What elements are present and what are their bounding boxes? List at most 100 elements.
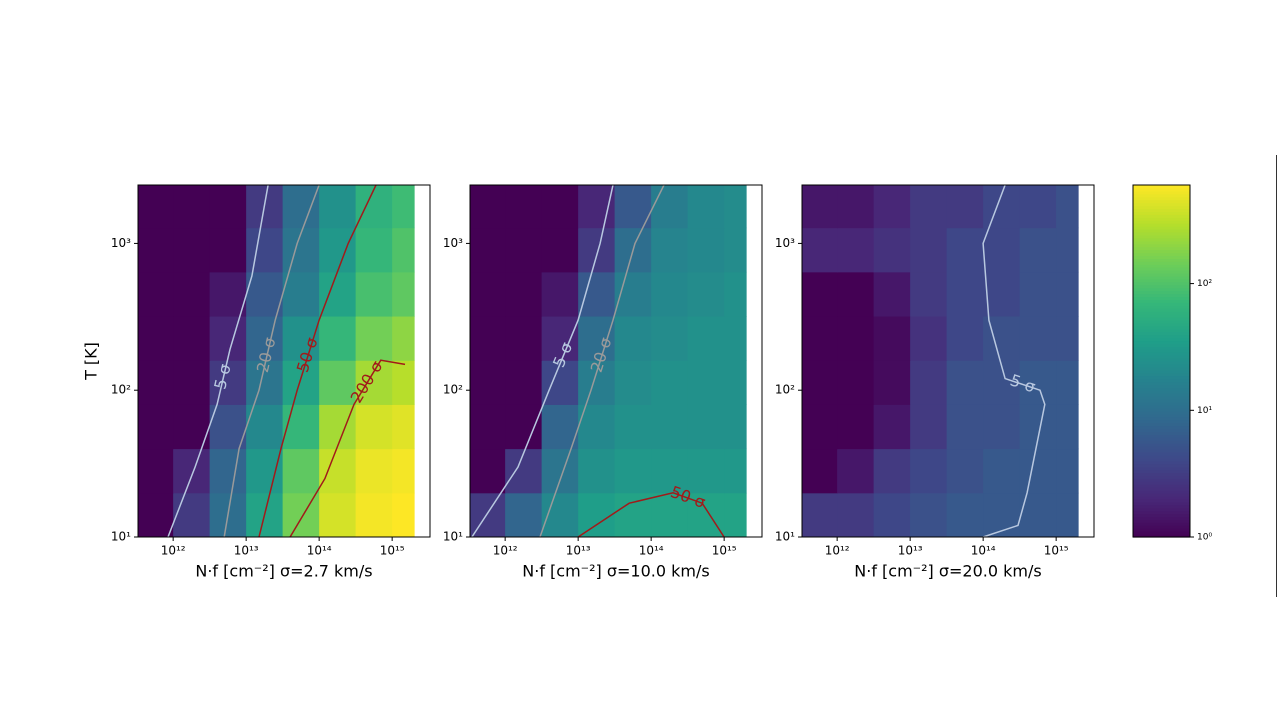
heatmap-cell [802, 227, 838, 273]
colorbar-segment [1133, 302, 1190, 306]
heatmap-cell [246, 316, 284, 361]
heatmap-cell [541, 271, 579, 317]
colorbar-segment [1133, 275, 1190, 280]
heatmap-cell [1019, 360, 1057, 405]
heatmap-cell [138, 185, 174, 229]
heatmap-cell [541, 316, 579, 361]
heatmap-cell [687, 185, 725, 229]
x-tick-label: 10¹² [161, 544, 186, 558]
heatmap-cell [614, 404, 652, 450]
contour-line [982, 185, 1046, 537]
colorbar-segment [1133, 284, 1190, 289]
heatmap-cell [651, 185, 689, 229]
y-tick-label: 10³ [443, 236, 463, 250]
colorbar-segment [1133, 522, 1190, 526]
heatmap-cell [651, 404, 689, 450]
heatmap-cell [614, 448, 652, 494]
colorbar-segment [1133, 234, 1190, 239]
colorbar-segment [1133, 287, 1190, 292]
colorbar-segment [1133, 449, 1190, 453]
y-tick-label: 10² [111, 383, 131, 397]
heatmap-cell [355, 185, 393, 229]
colorbar-segment [1133, 490, 1190, 494]
colorbar-segment [1133, 366, 1190, 371]
colorbar-segment [1133, 481, 1190, 485]
y-tick-label: 10¹ [443, 530, 463, 544]
heatmap-cell [173, 448, 211, 494]
heatmap-cell [873, 492, 911, 537]
heatmap-cell [355, 360, 393, 405]
heatmap-cell [651, 492, 689, 537]
colorbar-segment [1133, 431, 1190, 435]
colorbar-segment [1133, 319, 1190, 324]
colorbar-segment [1133, 437, 1190, 441]
heatmap-cell [983, 271, 1021, 317]
heatmap-cell [802, 316, 838, 361]
colorbar-segment [1133, 337, 1190, 342]
heatmap-cell [910, 492, 948, 537]
heatmap-cell [1056, 492, 1079, 537]
contour-line [258, 185, 377, 537]
heatmap-cell [1056, 316, 1079, 361]
colorbar-segment [1133, 322, 1190, 327]
heatmap-cell [946, 271, 984, 317]
colorbar-segment [1133, 261, 1190, 265]
colorbar-segment [1133, 231, 1190, 236]
heatmap-cell [687, 360, 725, 405]
colorbar-segment [1133, 466, 1190, 471]
colorbar-segment [1133, 249, 1190, 254]
colorbar-segment [1133, 440, 1190, 444]
heatmap-cell [470, 448, 506, 494]
heatmap-cell [724, 316, 747, 361]
colorbar-segment [1133, 451, 1190, 456]
heatmap-cell [946, 360, 984, 405]
colorbar-segment [1133, 334, 1190, 339]
colorbar-segment [1133, 229, 1190, 233]
heatmap-cell [724, 185, 747, 229]
heatmap-cell [173, 360, 211, 405]
colorbar-segment [1133, 405, 1190, 409]
colorbar-segment [1133, 240, 1190, 245]
heatmap-cell [946, 492, 984, 537]
y-tick-label: 10¹ [111, 530, 131, 544]
y-tick-label: 10³ [111, 236, 131, 250]
colorbar-segment [1133, 270, 1190, 274]
heatmap-cell [651, 360, 689, 405]
colorbar-segment [1133, 495, 1190, 500]
heatmap-cell [724, 448, 747, 494]
x-tick-label: 10¹⁴ [639, 544, 664, 558]
plot-area: 5 σ [802, 185, 1079, 537]
colorbar-segment [1133, 531, 1190, 535]
colorbar-tick-label: 10¹ [1197, 406, 1212, 416]
colorbar-segment [1133, 410, 1190, 415]
x-tick-label: 10¹³ [898, 544, 923, 558]
x-tick-label: 10¹² [493, 544, 518, 558]
heatmap-cell [651, 448, 689, 494]
colorbar-segment [1133, 498, 1190, 503]
heatmap-cell [355, 271, 393, 317]
colorbar-frame [1132, 184, 1191, 538]
x-axis-label: N·f [cm⁻²] σ=20.0 km/s [854, 562, 1041, 581]
heatmap-cell [873, 227, 911, 273]
heatmap-cell [173, 227, 211, 273]
colorbar-segment [1133, 446, 1190, 450]
heatmap-cell [1056, 227, 1079, 273]
y-tick-label: 10³ [775, 236, 795, 250]
colorbar-segment [1133, 387, 1190, 391]
colorbar-segment [1133, 299, 1190, 303]
colorbar-segment [1133, 305, 1190, 309]
heatmap-cell [319, 271, 357, 317]
colorbar-segment [1133, 384, 1190, 388]
colorbar-segment [1133, 290, 1190, 295]
colorbar-segment [1133, 372, 1190, 377]
heatmap-cell [946, 316, 984, 361]
heatmap-cell [470, 185, 506, 229]
colorbar-segment [1133, 528, 1190, 532]
colorbar-segment [1133, 325, 1190, 330]
heatmap-cell [282, 492, 320, 537]
heatmap-cell [578, 185, 616, 229]
heatmap-cell [392, 404, 415, 450]
heatmap-cell [282, 404, 320, 450]
colorbar-segment [1133, 507, 1190, 512]
